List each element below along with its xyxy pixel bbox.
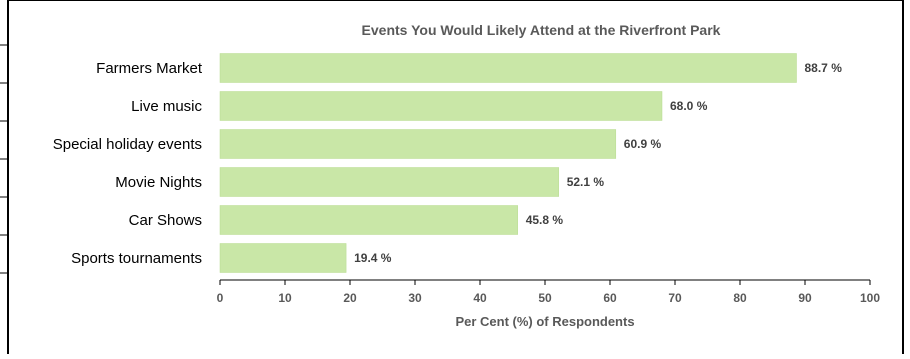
bar-live-music xyxy=(219,91,663,121)
value-label-live-music: 68.0 % xyxy=(670,99,708,113)
bar-car-shows xyxy=(219,205,518,235)
x-tick-label: 40 xyxy=(473,291,487,305)
frame-side-ticks xyxy=(0,44,8,274)
bar-sports-tournaments xyxy=(219,243,347,273)
x-axis-ticks: 0 10 20 30 40 50 60 70 80 90 100 xyxy=(217,280,880,305)
category-label-special-holiday-events: Special holiday events xyxy=(53,136,202,153)
x-tick-label: 100 xyxy=(860,291,880,305)
x-tick-label: 10 xyxy=(278,291,292,305)
bar-movie-nights xyxy=(219,167,559,197)
value-label-special-holiday-events: 60.9 % xyxy=(624,137,662,151)
x-tick-label: 30 xyxy=(408,291,422,305)
category-label-movie-nights: Movie Nights xyxy=(115,174,202,191)
x-tick-label: 90 xyxy=(798,291,812,305)
x-tick-label: 20 xyxy=(343,291,357,305)
x-tick-label: 60 xyxy=(603,291,617,305)
value-label-farmers-market: 88.7 % xyxy=(805,61,843,75)
value-label-car-shows: 45.8 % xyxy=(526,213,564,227)
x-tick-label: 70 xyxy=(668,291,682,305)
category-labels-group: Farmers Market Live music Special holiday … xyxy=(53,60,203,267)
x-axis-label: Per Cent (%) of Respondents xyxy=(455,314,634,329)
category-label-farmers-market: Farmers Market xyxy=(96,60,203,77)
value-labels-group: 88.7 % 68.0 % 60.9 % 52.1 % 45.8 % 19.4 % xyxy=(354,61,842,265)
category-label-live-music: Live music xyxy=(131,98,202,115)
value-label-movie-nights: 52.1 % xyxy=(567,175,605,189)
bars-group xyxy=(219,53,797,273)
category-label-car-shows: Car Shows xyxy=(129,212,202,229)
bar-farmers-market xyxy=(219,53,797,83)
value-label-sports-tournaments: 19.4 % xyxy=(354,251,392,265)
category-label-sports-tournaments: Sports tournaments xyxy=(71,250,202,267)
x-tick-label: 50 xyxy=(538,291,552,305)
bar-special-holiday-events xyxy=(219,129,617,159)
chart-title: Events You Would Likely Attend at the Ri… xyxy=(362,22,721,38)
x-tick-label: 80 xyxy=(733,291,747,305)
x-tick-label: 0 xyxy=(217,291,224,305)
